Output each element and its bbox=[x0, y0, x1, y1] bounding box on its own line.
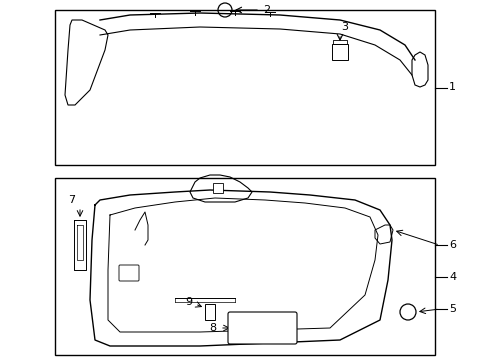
FancyBboxPatch shape bbox=[227, 312, 296, 344]
Text: 5: 5 bbox=[448, 304, 455, 314]
Text: 1: 1 bbox=[448, 82, 455, 93]
Bar bbox=[204, 304, 215, 320]
FancyBboxPatch shape bbox=[119, 265, 139, 281]
Text: 7: 7 bbox=[68, 195, 76, 205]
Bar bbox=[331, 44, 347, 60]
Text: 4: 4 bbox=[448, 272, 455, 282]
Text: 3: 3 bbox=[341, 22, 348, 32]
Text: 6: 6 bbox=[448, 240, 455, 250]
Text: 8: 8 bbox=[208, 323, 216, 333]
Bar bbox=[213, 183, 223, 193]
Bar bbox=[55, 178, 434, 355]
Text: 9: 9 bbox=[184, 297, 192, 307]
Text: 2: 2 bbox=[263, 5, 269, 15]
Bar bbox=[55, 10, 434, 165]
